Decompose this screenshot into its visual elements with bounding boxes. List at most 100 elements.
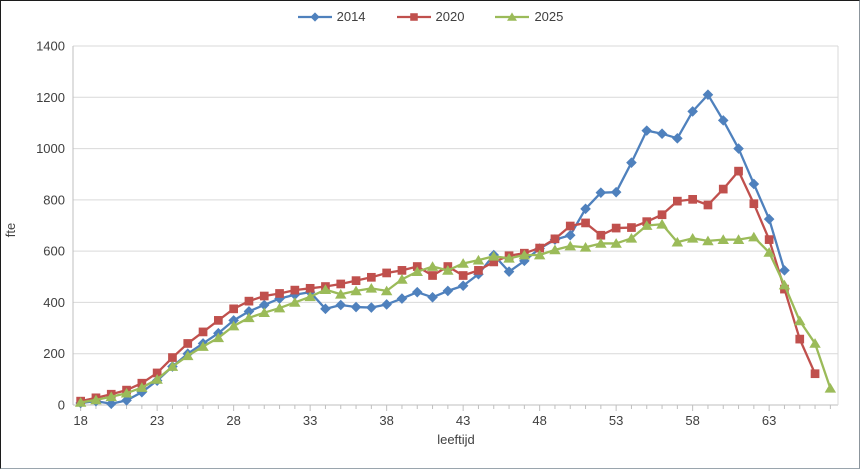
data-point-marker: [472, 254, 485, 265]
data-point-marker: [717, 234, 729, 244]
data-point-marker: [197, 341, 209, 351]
y-tick-label: 600: [43, 244, 65, 259]
data-point-marker: [734, 166, 743, 176]
data-point-marker: [458, 271, 468, 280]
data-point-marker: [595, 187, 607, 198]
data-point-marker: [120, 387, 133, 398]
data-point-marker: [228, 315, 239, 326]
x-tick-label: 28: [226, 413, 240, 428]
data-point-marker: [748, 178, 760, 190]
data-point-marker: [335, 299, 347, 311]
data-point-marker: [673, 196, 682, 206]
x-axis-title: leeftijd: [437, 432, 475, 447]
data-point-marker: [136, 382, 148, 392]
data-point-marker: [824, 383, 837, 393]
x-tick-label: 38: [379, 413, 393, 428]
data-point-marker: [152, 368, 162, 378]
data-point-marker: [243, 306, 255, 317]
data-point-marker: [457, 280, 469, 292]
data-point-marker: [794, 315, 806, 326]
data-point-marker: [686, 233, 699, 243]
data-point-marker: [549, 244, 561, 255]
data-point-marker: [151, 374, 163, 384]
data-point-marker: [275, 289, 284, 298]
legend-label: 2025: [534, 9, 564, 24]
data-point-marker: [396, 274, 408, 284]
data-point-marker: [304, 291, 316, 302]
series-layer: [74, 89, 837, 410]
x-tick-label: 63: [762, 413, 776, 428]
data-point-marker: [763, 247, 775, 257]
data-point-marker: [688, 194, 697, 204]
data-point-marker: [442, 285, 454, 297]
data-point-marker: [641, 220, 653, 230]
data-point-marker: [672, 133, 683, 144]
data-point-marker: [627, 223, 636, 232]
legend-label: 2020: [435, 9, 465, 24]
y-tick-label: 1200: [36, 90, 65, 105]
data-point-marker: [657, 210, 667, 220]
x-tick-label: 23: [150, 413, 164, 428]
data-point-marker: [656, 218, 668, 229]
data-point-marker: [779, 265, 790, 276]
data-point-marker: [748, 231, 760, 242]
axis-layer: 0 200 400 600 800 1000 1200 1400 18 23 28 33 38 43 48 5…: [36, 39, 839, 428]
series-markers-2014: [75, 89, 790, 410]
data-point-marker: [733, 143, 744, 154]
data-point-marker: [564, 229, 576, 241]
legend-label: 2014: [336, 9, 366, 24]
data-point-marker: [611, 223, 621, 233]
data-point-marker: [350, 301, 362, 313]
x-tick-label: 48: [532, 413, 546, 428]
data-point-marker: [397, 266, 407, 275]
legend-item-2025: 2025: [494, 9, 563, 24]
legend-marker-triangle-icon: [495, 11, 530, 21]
data-point-marker: [105, 398, 117, 410]
data-point-marker: [381, 299, 392, 310]
data-point-marker: [382, 268, 391, 278]
data-point-marker: [90, 394, 102, 405]
series-markers-2025: [74, 218, 837, 407]
data-point-marker: [749, 199, 759, 209]
data-point-marker: [320, 303, 331, 315]
data-point-marker: [409, 12, 418, 21]
x-tick-label: 58: [685, 413, 699, 428]
data-point-marker: [290, 285, 300, 295]
data-point-marker: [507, 11, 518, 21]
data-point-marker: [535, 243, 544, 253]
data-point-marker: [212, 332, 225, 343]
data-point-marker: [703, 200, 713, 210]
data-point-marker: [595, 238, 607, 248]
data-point-marker: [258, 307, 270, 318]
data-point-marker: [579, 241, 592, 252]
data-point-marker: [809, 338, 821, 348]
legend-marker-square-icon: [396, 12, 431, 21]
data-point-marker: [366, 302, 377, 313]
data-point-marker: [626, 157, 637, 168]
data-point-marker: [702, 89, 714, 101]
data-point-marker: [656, 128, 668, 139]
y-tick-label: 400: [43, 295, 65, 310]
data-point-marker: [182, 350, 194, 361]
data-point-marker: [763, 213, 775, 225]
y-tick-label: 800: [43, 192, 65, 207]
data-point-marker: [183, 339, 193, 348]
data-point-marker: [702, 235, 714, 246]
data-point-marker: [365, 283, 378, 293]
data-point-marker: [229, 304, 238, 314]
x-tick-label: 53: [609, 413, 623, 428]
data-point-marker: [641, 125, 653, 136]
data-point-marker: [305, 283, 315, 293]
y-tick-label: 1000: [36, 141, 65, 156]
data-point-marker: [687, 106, 698, 117]
data-point-marker: [503, 253, 515, 263]
data-point-marker: [732, 234, 745, 244]
data-point-marker: [580, 203, 591, 215]
data-point-marker: [427, 292, 438, 303]
data-point-marker: [671, 236, 684, 247]
legend-item-2014: 2014: [297, 9, 366, 24]
data-point-marker: [426, 261, 439, 271]
data-point-marker: [411, 286, 423, 298]
